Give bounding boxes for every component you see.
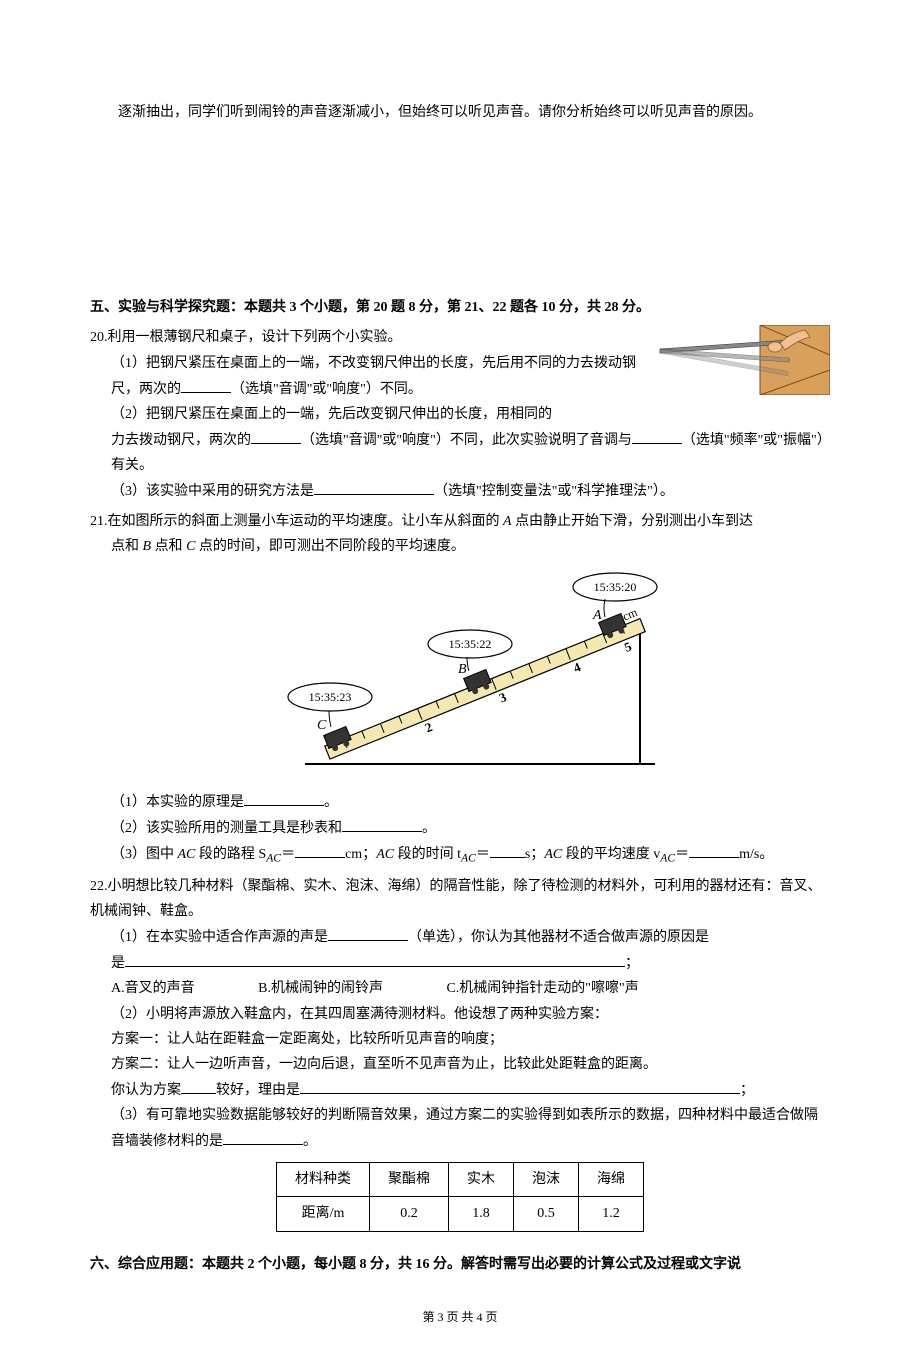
question-20: 20.利用一根薄钢尺和桌子，设计下列两个小实验。 （1）把钢尺紧压在桌面上的一端… <box>90 325 830 504</box>
q21-blank-4[interactable] <box>490 841 525 858</box>
table-cell: 材料种类 <box>277 1163 370 1197</box>
q22-sub2-q: 你认为方案较好，理由是； <box>111 1077 830 1103</box>
q20-blank-4[interactable] <box>314 478 434 495</box>
section-6-header: 六、综合应用题：本题共 2 个小题，每小题 8 分，共 16 分。解答时需写出必… <box>90 1252 830 1277</box>
q21-blank-2[interactable] <box>342 815 422 832</box>
table-header-row: 材料种类 聚酯棉 实木 泡沫 海绵 <box>277 1163 644 1197</box>
q22-blank-2[interactable] <box>125 950 625 967</box>
q22-blank-4[interactable] <box>300 1077 740 1094</box>
svg-text:2: 2 <box>423 720 435 736</box>
material-table: 材料种类 聚酯棉 实木 泡沫 海绵 距离/m 0.2 1.8 0.5 1.2 <box>276 1162 644 1231</box>
q20-sub1: （1）把钢尺紧压在桌面上的一端，不改变钢尺伸出的长度，先后用不同的力去拨动钢尺，… <box>111 351 640 402</box>
q22-blank-3[interactable] <box>181 1077 216 1094</box>
table-cell: 实木 <box>449 1163 514 1197</box>
q21-stem: 21.在如图所示的斜面上测量小车运动的平均速度。让小车从斜面的 A 点由静止开始… <box>90 509 830 534</box>
q22-sub3: （3）有可靠地实验数据能够较好的判断隔音效果，通过方案二的实验得到如表所示的数据… <box>111 1103 830 1154</box>
svg-text:3: 3 <box>497 689 509 706</box>
q20-blank-3[interactable] <box>632 427 682 444</box>
q22-sub1-line2: 是； <box>111 950 830 976</box>
table-cell: 泡沫 <box>514 1163 579 1197</box>
q21-blank-3[interactable] <box>295 841 345 858</box>
svg-text:C: C <box>317 718 327 733</box>
table-cell: 0.2 <box>370 1197 449 1231</box>
question-21: 21.在如图所示的斜面上测量小车运动的平均速度。让小车从斜面的 A 点由静止开始… <box>90 509 830 869</box>
table-cell: 距离/m <box>277 1197 370 1231</box>
q21-sub3: （3）图中 AC 段的路程 SAC＝cm；AC 段的时间 tAC＝s；AC 段的… <box>111 841 830 869</box>
svg-text:A: A <box>592 608 602 623</box>
blank-answer-space <box>90 135 830 275</box>
ruler-figure <box>650 325 830 395</box>
q22-option-a[interactable]: A.音叉的声音 <box>111 976 195 1001</box>
q20-blank-1[interactable] <box>181 376 231 393</box>
svg-text:5: 5 <box>622 639 634 656</box>
q20-sub3: （3）该实验中采用的研究方法是（选填"控制变量法"或"科学推理法"）。 <box>111 478 830 504</box>
svg-text:B: B <box>458 662 467 677</box>
section-5-header: 五、实验与科学探究题：本题共 3 个小题，第 20 题 8 分，第 21、22 … <box>90 295 830 320</box>
question-22: 22.小明想比较几种材料（聚酯棉、实木、泡沫、海绵）的隔音性能，除了待检测的材料… <box>90 874 830 1232</box>
q21-stem-line2: 点和 B 点和 C 点的时间，即可测出不同阶段的平均速度。 <box>111 534 830 559</box>
q22-sub1: （1）在本实验中适合作声源的声是（单选），你认为其他器材不适合做声源的原因是 <box>111 924 830 950</box>
table-cell: 0.5 <box>514 1197 579 1231</box>
q22-options: A.音叉的声音 B.机械闹钟的闹铃声 C.机械闹钟指针走动的"嚓嚓"声 <box>111 976 830 1001</box>
q20-blank-2[interactable] <box>251 427 301 444</box>
intro-text: 逐渐抽出，同学们听到闹铃的声音逐渐减小，但始终可以听见声音。请你分析始终可以听见… <box>118 105 762 120</box>
q22-plan1: 方案一：让人站在距鞋盒一定距离处，比较所听见声音的响度； <box>111 1027 830 1052</box>
intro-paragraph: 逐渐抽出，同学们听到闹铃的声音逐渐减小，但始终可以听见声音。请你分析始终可以听见… <box>90 100 830 125</box>
q20-sub2-line1: （2）把钢尺紧压在桌面上的一端，先后改变钢尺伸出的长度，用相同的 <box>111 402 640 427</box>
page-footer: 第 3 页 共 4 页 <box>90 1307 830 1329</box>
q22-option-c[interactable]: C.机械闹钟指针走动的"嚓嚓"声 <box>446 976 638 1001</box>
incline-figure: 2 3 4 5 cm A B C 15:35:20 15:35:22 <box>245 569 675 779</box>
table-cell: 海绵 <box>579 1163 644 1197</box>
q22-stem: 22.小明想比较几种材料（聚酯棉、实木、泡沫、海绵）的隔音性能，除了待检测的材料… <box>90 874 830 924</box>
q22-plan2: 方案二：让人一边听声音，一边向后退，直至听不见声音为止，比较此处距鞋盒的距离。 <box>111 1052 830 1077</box>
svg-text:15:35:20: 15:35:20 <box>594 580 637 594</box>
q20-sub2-line2: 力去拨动钢尺，两次的（选填"音调"或"响度"）不同，此次实验说明了音调与（选填"… <box>111 427 830 478</box>
q21-sub2: （2）该实验所用的测量工具是秒表和。 <box>111 815 830 841</box>
table-cell: 1.2 <box>579 1197 644 1231</box>
q22-sub2: （2）小明将声源放入鞋盒内，在其四周塞满待测材料。他设想了两种实验方案： <box>111 1002 830 1027</box>
q21-blank-5[interactable] <box>689 841 739 858</box>
q22-blank-1[interactable] <box>328 924 408 941</box>
svg-text:4: 4 <box>571 659 583 676</box>
q21-sub1: （1）本实验的原理是。 <box>111 789 830 815</box>
svg-text:15:35:22: 15:35:22 <box>449 637 492 651</box>
q22-blank-5[interactable] <box>223 1128 303 1145</box>
table-cell: 聚酯棉 <box>370 1163 449 1197</box>
table-data-row: 距离/m 0.2 1.8 0.5 1.2 <box>277 1197 644 1231</box>
q21-blank-1[interactable] <box>244 789 324 806</box>
svg-text:15:35:23: 15:35:23 <box>309 690 352 704</box>
table-cell: 1.8 <box>449 1197 514 1231</box>
q22-option-b[interactable]: B.机械闹钟的闹铃声 <box>258 976 383 1001</box>
